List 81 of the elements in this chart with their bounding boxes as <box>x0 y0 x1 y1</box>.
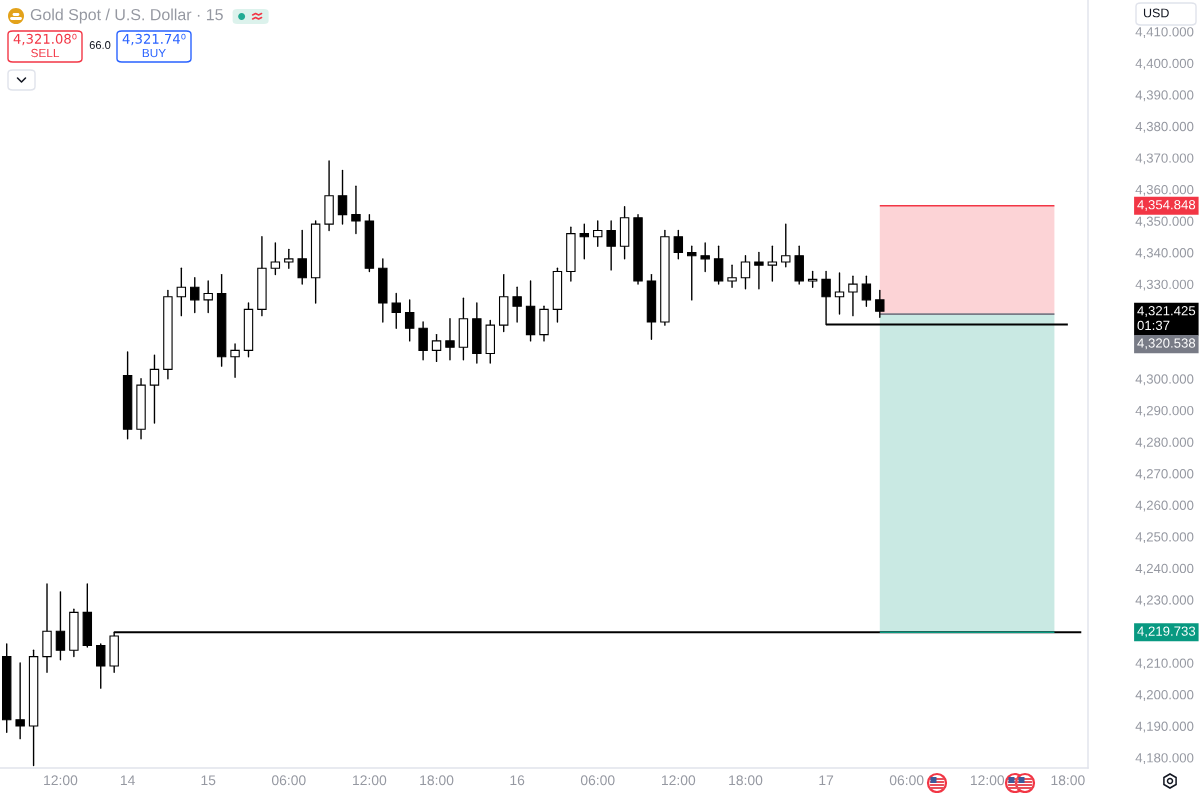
candlestick <box>149 354 160 424</box>
x-tick-label: 14 <box>120 775 135 786</box>
candlestick <box>593 220 603 247</box>
annotation: 4,321.08⁰ <box>13 33 77 46</box>
candlestick <box>431 333 442 363</box>
candlestick <box>834 272 845 315</box>
candlestick <box>230 343 240 378</box>
x-tick-label: 12:00 <box>353 775 387 786</box>
x-tick-label: 06:00 <box>889 775 924 786</box>
candlestick <box>512 286 522 323</box>
candlestick <box>404 299 415 342</box>
y-tick-label: 4,410.000 <box>1135 27 1194 39</box>
candlestick <box>848 275 858 317</box>
y-tick-label: 4,250.000 <box>1135 532 1194 544</box>
x-tick-label: 16 <box>510 775 525 786</box>
y-tick-label: 4,390.000 <box>1135 90 1194 102</box>
y-tick-label: 4,240.000 <box>1135 563 1194 575</box>
text: 4,354.848 <box>1137 200 1196 211</box>
candlestick <box>337 169 348 225</box>
y-tick-label: 4,280.000 <box>1135 437 1194 449</box>
y-tick-label: 4,370.000 <box>1135 153 1194 165</box>
candlestick <box>55 591 66 661</box>
y-tick-label: 4,360.000 <box>1135 184 1194 196</box>
candlestick <box>418 321 428 361</box>
candlestick <box>176 267 187 317</box>
candlestick <box>203 280 213 314</box>
candlestick <box>606 220 616 271</box>
candlestick <box>713 245 724 285</box>
candlestick <box>391 292 401 329</box>
annotation: 4,321.74⁰ <box>122 33 186 46</box>
y-tick-label: 4,290.000 <box>1135 405 1194 417</box>
y-tick-label: 4,190.000 <box>1135 721 1194 733</box>
x-tick-label: 18:00 <box>420 775 454 786</box>
candlestick <box>727 264 737 288</box>
y-tick-label: 4,210.000 <box>1135 658 1194 670</box>
candlestick <box>740 254 751 290</box>
y-tick-label: 4,340.000 <box>1135 248 1194 259</box>
candlestick <box>96 643 106 689</box>
candlestick <box>284 248 294 270</box>
x-tick-label: 12:00 <box>44 775 78 786</box>
candlestick <box>445 318 455 361</box>
y-tick-label: 4,300.000 <box>1135 374 1194 386</box>
x-tick-label: 06:00 <box>580 775 615 786</box>
candlestick <box>781 223 791 268</box>
candlestick <box>579 223 590 260</box>
candlestick <box>687 245 697 301</box>
x-tick-label: 18:00 <box>729 775 763 786</box>
candlestick <box>673 229 684 260</box>
y-tick-label: 4,260.000 <box>1135 500 1194 512</box>
candlestick <box>297 229 307 285</box>
y-tick-label: 4,200.000 <box>1135 690 1194 701</box>
candlestick <box>875 289 885 318</box>
candlestick <box>190 277 200 314</box>
text: 4,320.538 <box>1137 338 1196 350</box>
candlestick <box>754 251 764 290</box>
y-tick-label: 4,400.000 <box>1135 58 1194 70</box>
candlestick <box>270 242 281 276</box>
y-tick-label: 4,350.000 <box>1135 216 1194 228</box>
candlestick <box>767 245 778 282</box>
x-tick-label: 12:00 <box>662 775 696 786</box>
y-tick-label: 4,380.000 <box>1135 121 1194 133</box>
y-tick-label: 4,270.000 <box>1135 469 1194 480</box>
candlestick <box>15 662 25 740</box>
x-tick-label: 06:00 <box>271 775 306 786</box>
y-tick-label: 4,230.000 <box>1135 595 1194 607</box>
annotation: BUY <box>142 48 166 58</box>
annotation: 66.0 <box>89 41 111 49</box>
candlestick <box>861 275 872 307</box>
text: 4,219.733 <box>1137 626 1196 638</box>
y-tick-label: 4,330.000 <box>1135 279 1194 291</box>
candlestick <box>700 242 710 273</box>
candlestick <box>351 185 361 235</box>
x-tick-label: 18:00 <box>1051 775 1085 786</box>
x-tick-label: 12:00 <box>970 775 1005 786</box>
y-tick-label: 4,180.000 <box>1135 753 1194 765</box>
text: 4,321.425 01:37 <box>1137 306 1196 331</box>
text: Gold Spot / U.S. Dollar · 15 <box>30 8 223 24</box>
x-tick-label: 15 <box>201 775 216 786</box>
x-tick-label: 17 <box>819 775 834 786</box>
text: USD <box>1143 8 1169 18</box>
annotation: SELL <box>31 48 60 58</box>
